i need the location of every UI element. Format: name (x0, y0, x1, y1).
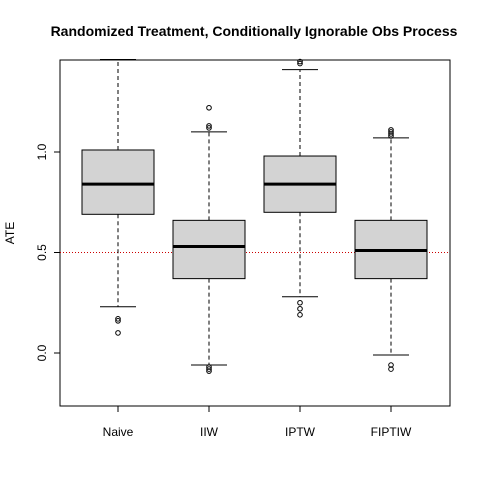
outlier-point (115, 318, 121, 324)
iqr-box (81, 149, 155, 215)
outlier-point (115, 316, 121, 322)
y-tick-label: 0.5 (35, 244, 49, 261)
outlier-point (297, 58, 303, 65)
y-tick-label: 1.0 (35, 143, 49, 160)
plot-frame (59, 59, 451, 407)
outlier-point (388, 131, 394, 137)
outlier-point (388, 127, 394, 133)
outlier-point (388, 362, 394, 368)
outlier-point (115, 330, 121, 336)
outlier-point (297, 312, 303, 318)
outlier-point (388, 133, 394, 139)
outlier-point (388, 366, 394, 372)
outlier-point (206, 368, 212, 374)
outlier-point (206, 104, 212, 111)
outlier-point (206, 123, 212, 129)
outlier-point (206, 364, 212, 370)
x-tick-label: Naive (103, 425, 134, 439)
outlier-point (297, 305, 303, 312)
box-naive (81, 59, 155, 336)
chart-title: Randomized Treatment, Conditionally Igno… (51, 23, 458, 39)
box-iptw (263, 58, 337, 318)
boxes-layer (81, 58, 428, 374)
x-tick-label: IIW (200, 425, 219, 439)
box-iiw (172, 104, 246, 374)
y-tick-label: 0.0 (35, 344, 49, 361)
outlier-point (206, 125, 212, 131)
outlier-point (206, 366, 212, 372)
y-axis-label: ATE (3, 222, 17, 244)
outlier-point (297, 299, 303, 306)
box-fiptiw (354, 127, 428, 372)
x-tick-label: FIPTIW (371, 425, 412, 439)
iqr-box (172, 219, 246, 280)
x-axis: Naive IIW IPTW FIPTIW (103, 406, 412, 439)
y-axis: 0.0 0.5 1.0 (35, 143, 60, 361)
x-tick-label: IPTW (285, 425, 316, 439)
outlier-point (388, 129, 394, 135)
outlier-point (297, 60, 303, 67)
